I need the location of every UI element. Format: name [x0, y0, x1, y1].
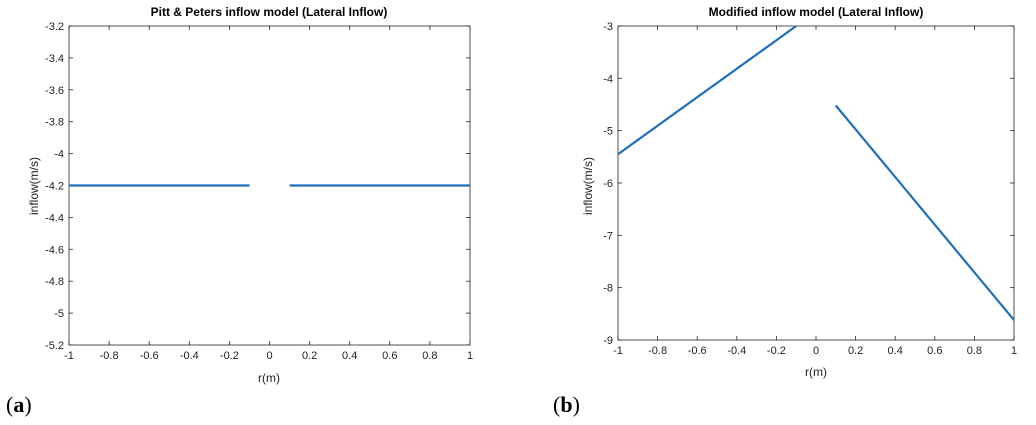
chart-a-y-tick-label: -4.8	[45, 276, 64, 288]
chart-b-x-tick-label: 0.2	[848, 345, 863, 357]
chart-b-x-tick-label: 0.6	[927, 345, 942, 357]
chart-b-y-tick-label: -3	[603, 21, 613, 33]
chart-a-x-tick-label: -1	[64, 350, 74, 362]
chart-b-y-tick-label: -8	[603, 283, 613, 295]
chart-a-y-tick-label: -3.4	[45, 53, 64, 65]
chart-a-x-tick-label: 0.6	[382, 350, 397, 362]
chart-a-plot-area: -1 -0.8 -0.6 -0.4 -0.2 0 0.2 0.4 0.6 0.8 1 -3.2 -3.4…	[45, 21, 473, 362]
chart-a-y-tick-label: -4.6	[45, 244, 64, 256]
chart-b-title: Modified inflow model (Lateral Inflow)	[709, 5, 924, 19]
chart-a-y-tick-label: -3.8	[45, 117, 64, 129]
chart-a-x-tick-label: 0.8	[422, 350, 437, 362]
chart-b-y-axis-label: inflow(m/s)	[581, 157, 595, 215]
chart-a-y-tick-label: -4.4	[45, 212, 64, 224]
chart-a-x-tick-label: -0.6	[140, 350, 159, 362]
chart-b-y-tick-label: -9	[603, 335, 613, 347]
chart-a-x-tick-label: 1	[467, 350, 473, 362]
chart-b-y-tick-label: -5	[603, 126, 613, 138]
chart-b-y-tick-label: -4	[603, 73, 613, 85]
chart-a-x-tick-label: -0.4	[180, 350, 199, 362]
chart-b-x-tick-label: 0.4	[888, 345, 903, 357]
chart-b-x-tick-label: -1	[613, 345, 623, 357]
chart-a-y-tick-label: -4.2	[45, 181, 64, 193]
chart-b-x-tick-label: -0.6	[688, 345, 707, 357]
chart-a-x-tick-label: -0.8	[100, 350, 119, 362]
chart-b-x-tick-label: -0.8	[648, 345, 667, 357]
chart-a-x-tick-label: -0.2	[220, 350, 239, 362]
panel-label-b: (b)	[553, 392, 580, 417]
chart-b-x-tick-label: 1	[1011, 345, 1017, 357]
chart-a-title: Pitt & Peters inflow model (Lateral Infl…	[151, 5, 388, 19]
chart-b-axes-box	[617, 25, 1015, 341]
chart-b-plot-area: -1 -0.8 -0.6 -0.4 -0.2 0 0.2 0.4 0.6 0.8 1 -3 -4 -5 -6…	[603, 21, 1017, 357]
chart-b-x-axis-label: r(m)	[805, 365, 827, 379]
chart-a-y-tick-label: -4	[54, 149, 64, 161]
chart-a-y-tick-label: -5.2	[45, 340, 64, 352]
panel-letter-b: b	[560, 392, 572, 417]
chart-a-y-tick-label: -3.6	[45, 85, 64, 97]
chart-b-series-line-1	[618, 26, 797, 156]
chart-b-x-tick-label: 0.8	[967, 345, 982, 357]
chart-a-y-axis-label: inflow(m/s)	[27, 157, 41, 215]
panel-label-a: (a)	[6, 392, 32, 417]
chart-b-x-tick-label: -0.2	[767, 345, 786, 357]
chart-b-y-tick-label: -6	[603, 178, 613, 190]
chart-a-x-tick-label: 0.4	[342, 350, 357, 362]
chart-a-x-tick-label: 0.2	[302, 350, 317, 362]
panel-letter-a: a	[13, 392, 24, 417]
chart-b-x-tick-label: 0	[813, 345, 819, 357]
chart-a-y-tick-label: -3.2	[45, 21, 64, 33]
chart-a-x-axis-label: r(m)	[258, 371, 280, 385]
chart-b-series-line-2	[834, 104, 1014, 321]
chart-a-y-tick-label: -5	[54, 308, 64, 320]
chart-b-x-tick-label: -0.4	[727, 345, 746, 357]
chart-b-y-tick-label: -7	[603, 230, 613, 242]
chart-a: Pitt & Peters inflow model (Lateral Infl…	[27, 5, 473, 385]
chart-b: Modified inflow model (Lateral Inflow) -…	[581, 5, 1017, 379]
chart-a-x-tick-label: 0	[266, 350, 272, 362]
